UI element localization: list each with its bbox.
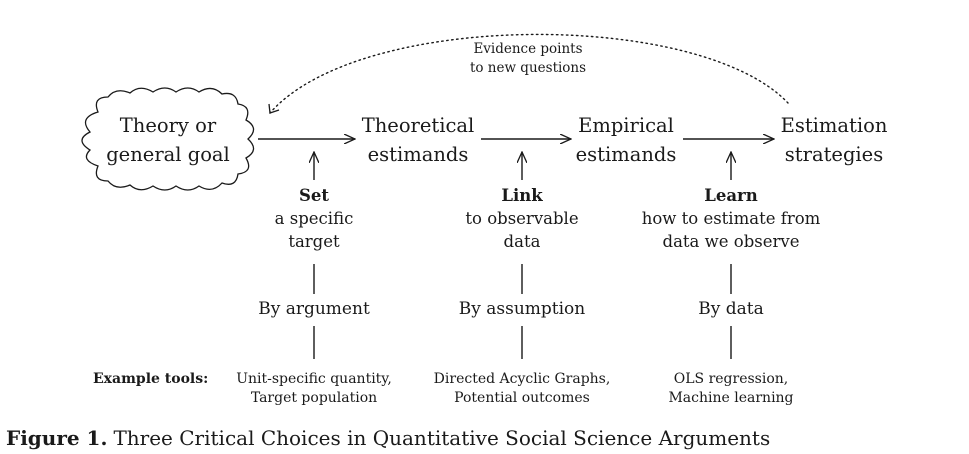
tools-set-line-2: Target population [250,390,378,406]
node-theory: Theory or general goal [106,111,230,169]
node-empirical-line-1: Empirical [578,114,674,137]
feedback-label: Evidence points to new questions [470,40,586,78]
node-estimation-line-2: strategies [784,143,884,166]
choice-set-verb: Set [298,186,330,205]
node-estimation-strategies: Estimation strategies [781,111,888,169]
figure-caption: Figure 1. Three Critical Choices in Quant… [6,425,770,451]
choice-learn-verb: Learn [704,186,758,205]
tools-link-line-2: Potential outcomes [454,390,590,406]
choice-link: Link to observable data [465,184,578,253]
node-empirical-estimands: Empirical estimands [576,111,677,169]
choice-learn-desc-1: how to estimate from [641,209,821,228]
example-tools-label: Example tools: [93,371,209,387]
node-estimation-line-1: Estimation [780,114,888,137]
node-theory-line-1: Theory or [119,114,217,137]
node-theory-line-2: general goal [106,143,230,166]
choice-link-desc-2: data [503,232,541,251]
cloud-shape [81,87,255,191]
choice-learn: Learn how to estimate from data we obser… [642,184,821,253]
choice-link-desc-1: to observable [465,209,579,228]
by-data: By data [698,299,764,319]
choice-set-desc-1: a specific [274,209,354,228]
figure-title: Three Critical Choices in Quantitative S… [113,426,771,450]
node-theoretical-line-1: Theoretical [361,114,475,137]
feedback-arrow [269,33,789,114]
choice-set-desc-2: target [288,232,340,251]
tools-learn-line-1: OLS regression, [673,371,789,387]
feedback-arrowhead [268,103,280,114]
by-argument: By argument [258,299,370,319]
node-empirical-line-2: estimands [575,143,677,166]
feedback-label-line-2: to new questions [469,60,587,76]
tools-set: Unit-specific quantity, Target populatio… [236,370,392,408]
tools-learn-line-2: Machine learning [668,390,794,406]
node-theoretical-estimands: Theoretical estimands [362,111,475,169]
choice-set: Set a specific target [275,184,354,253]
feedback-label-line-1: Evidence points [473,41,583,57]
choice-link-verb: Link [501,186,543,205]
by-assumption: By assumption [458,299,586,319]
figure-number: Figure 1. [6,426,108,450]
node-theoretical-line-2: estimands [367,143,469,166]
tools-link: Directed Acyclic Graphs, Potential outco… [434,370,611,408]
tools-learn: OLS regression, Machine learning [668,370,793,408]
tools-link-line-1: Directed Acyclic Graphs, [433,371,611,387]
tools-set-line-1: Unit-specific quantity, [236,371,392,387]
choice-learn-desc-2: data we observe [662,232,800,251]
